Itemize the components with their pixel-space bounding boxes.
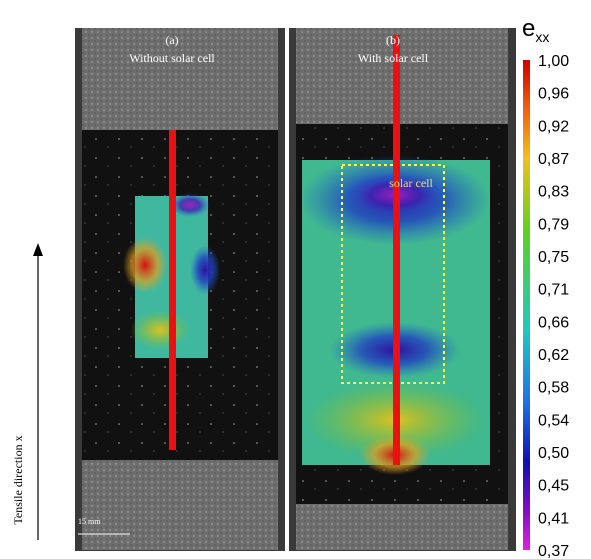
strain-map	[123, 193, 220, 358]
colorbar-tick-label: 0,87	[538, 151, 569, 168]
colorbar-tick-label: 0,41	[538, 510, 569, 527]
colorbar-tick-label: 0,62	[538, 347, 569, 364]
panel-label: (a)	[165, 33, 178, 47]
colorbar-tick-label: 0,75	[538, 249, 569, 266]
colorbar-tick-label: 0,66	[538, 314, 569, 331]
scale-bar-label: 15 mm	[78, 517, 101, 526]
colorbar-tick-label: 1,00	[538, 53, 569, 70]
panel-caption: With solar cell	[358, 51, 429, 65]
colorbar-tick-label: 0,79	[538, 216, 569, 233]
annotation: solar cell	[389, 176, 433, 190]
colorbar-tick-label: 0,45	[538, 478, 569, 495]
colorbar-tick-label: 0,37	[538, 543, 569, 559]
colorbar-tick-label: 0,58	[538, 380, 569, 397]
colorbar-tick-label: 0,96	[538, 86, 569, 103]
colorbar-tick-label: 0,50	[538, 445, 569, 462]
colorbar-tick-label: 0,71	[538, 282, 569, 299]
panel-label: (b)	[386, 33, 400, 47]
panel-a: (a) Without solar cell 15 mm	[75, 28, 285, 551]
colorbar-title: exx	[522, 15, 549, 45]
colorbar-tick-label: 0,54	[538, 412, 569, 429]
direction-indicator: Tensile direction x	[11, 243, 43, 540]
colorbar: exx 1,00 0,96 0,92 0,87 0,83 0,79 0,75 0,71 0,66…	[522, 15, 569, 559]
axis-label: Tensile direction x	[11, 435, 25, 524]
panel-caption: Without solar cell	[129, 51, 215, 65]
colorbar-tick-label: 0,92	[538, 118, 569, 135]
panel-b: solar cell (b) With solar cell	[289, 28, 516, 551]
colorbar-tick-label: 0,83	[538, 184, 569, 201]
